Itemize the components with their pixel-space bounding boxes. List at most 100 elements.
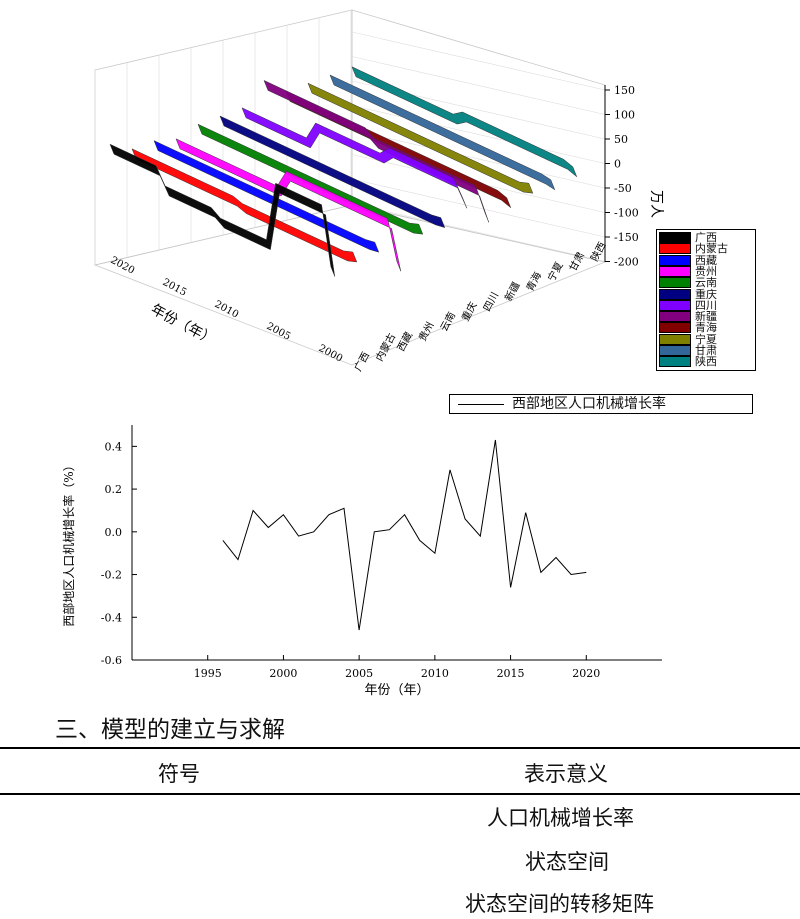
x-axis-label: 年份（年） bbox=[364, 683, 429, 698]
legend-item: 甘肃 bbox=[659, 345, 717, 356]
legend-swatch bbox=[659, 311, 691, 323]
y-axis-label: 西部地区人口机械增长率（%） bbox=[61, 459, 76, 626]
3d-ribbon-chart: 150 100 50 0 -50 -100 -150 -200 万人 2020 2015 2010… bbox=[93, 9, 664, 373]
y-tick-label: -0.4 bbox=[101, 611, 122, 624]
region-tick-label: 西藏 bbox=[395, 330, 415, 353]
z-axis: 150 100 50 0 -50 -100 -150 -200 bbox=[604, 84, 639, 269]
ribbon-series bbox=[351, 66, 578, 178]
legend-item: 陕西 bbox=[659, 355, 717, 369]
region-tick-label: 广西 bbox=[352, 350, 372, 373]
table-top-rule bbox=[0, 747, 800, 749]
table-header-symbol: 符号 bbox=[158, 762, 200, 786]
x-tick-label: 2020 bbox=[572, 667, 600, 680]
z-tick-label: -100 bbox=[614, 207, 639, 220]
z-axis-label: 万人 bbox=[648, 190, 664, 218]
line-chart-axes bbox=[131, 425, 662, 661]
legend-swatch bbox=[659, 254, 691, 266]
ribbon-series bbox=[219, 115, 446, 228]
year-tick-label: 2015 bbox=[161, 277, 189, 299]
y-tick-label: 0.2 bbox=[105, 483, 123, 496]
ribbon-series bbox=[175, 138, 402, 272]
legend-swatch bbox=[659, 288, 691, 300]
legend-item: 贵州 bbox=[659, 264, 717, 278]
ribbon-series bbox=[109, 143, 336, 277]
legend-label: 新疆 bbox=[695, 310, 717, 324]
legend-item: 青海 bbox=[659, 321, 717, 335]
table-header-rule bbox=[0, 793, 800, 795]
region-tick-label: 内蒙古 bbox=[373, 331, 399, 364]
region-tick-label: 宁夏 bbox=[545, 260, 566, 284]
z-tick-label: 0 bbox=[614, 158, 621, 171]
table-row-meaning: 状态空间的转移矩阵 bbox=[465, 892, 654, 916]
legend-item: 西藏 bbox=[659, 253, 717, 267]
section-heading: 三、模型的建立与求解 bbox=[55, 717, 285, 743]
legend-label: 贵州 bbox=[695, 264, 717, 278]
legend-item: 广西 bbox=[659, 232, 717, 243]
ribbon-series bbox=[197, 123, 424, 235]
region-tick-label: 青海 bbox=[523, 270, 544, 294]
legend-swatch bbox=[659, 356, 691, 368]
legend-swatch bbox=[659, 232, 691, 243]
legend-item: 内蒙古 bbox=[659, 243, 728, 255]
x-tick-label: 2010 bbox=[421, 667, 449, 680]
z-tick-label: 150 bbox=[614, 84, 635, 97]
legend-swatch bbox=[659, 333, 691, 345]
ribbon-series bbox=[153, 140, 380, 253]
legend-label: 甘肃 bbox=[695, 344, 717, 357]
legend-swatch bbox=[659, 345, 691, 356]
ribbon-series bbox=[307, 82, 534, 194]
legend-item: 新疆 bbox=[659, 310, 717, 324]
legend-label: 陕西 bbox=[695, 355, 717, 369]
y-tick-label: -0.2 bbox=[101, 569, 122, 582]
x-tick-label: 1995 bbox=[194, 667, 222, 680]
legend-swatch bbox=[659, 299, 691, 311]
table-row-meaning: 状态空间 bbox=[525, 850, 609, 874]
year-tick-label: 2010 bbox=[213, 299, 241, 321]
legend-swatch bbox=[659, 265, 691, 277]
legend-item: 重庆 bbox=[659, 287, 717, 301]
legend-item: 云南 bbox=[659, 276, 717, 290]
region-tick-label: 云南 bbox=[437, 310, 458, 334]
series-line bbox=[222, 439, 587, 631]
x-tick-label: 2000 bbox=[269, 667, 297, 680]
ribbon-series bbox=[329, 74, 556, 191]
line-chart-legend: 西部地区人口机械增长率 bbox=[449, 394, 753, 414]
legend-label: 宁夏 bbox=[695, 332, 717, 346]
x-tick-label: 2015 bbox=[497, 667, 525, 680]
legend-label: 云南 bbox=[695, 276, 717, 290]
legend-label: 西藏 bbox=[695, 253, 717, 267]
z-tick-label: 100 bbox=[614, 109, 635, 122]
3d-chart-legend: 广西 内蒙古 西藏 贵州 云南 重庆 四川 新疆 青海 宁夏 甘肃 陕西 bbox=[656, 229, 756, 371]
legend-swatch bbox=[659, 243, 691, 255]
year-tick-label: 2000 bbox=[317, 343, 345, 365]
z-tick-label: -200 bbox=[614, 256, 639, 269]
legend-label: 青海 bbox=[695, 321, 717, 335]
legend-swatch bbox=[659, 322, 691, 334]
legend-swatch bbox=[659, 277, 691, 289]
ribbon-series bbox=[131, 148, 358, 263]
region-tick-label: 四川 bbox=[482, 291, 501, 314]
region-tick-label: 新疆 bbox=[502, 280, 523, 304]
legend-label: 四川 bbox=[695, 298, 717, 312]
line-chart: 0.4 0.2 0.0 -0.2 -0.4 -0.6 1995 2000 2005 2010 201… bbox=[61, 425, 662, 698]
year-tick-label: 2020 bbox=[109, 255, 137, 277]
legend-line-sample bbox=[458, 404, 504, 405]
table-row-meaning: 人口机械增长率 bbox=[487, 806, 634, 830]
legend-item: 四川 bbox=[659, 298, 717, 312]
x-tick-label: 2005 bbox=[345, 667, 373, 680]
legend-series-label: 西部地区人口机械增长率 bbox=[512, 396, 666, 412]
ribbon-series bbox=[241, 107, 468, 209]
z-tick-label: -150 bbox=[614, 231, 639, 244]
y-tick-label: 0.4 bbox=[105, 440, 123, 453]
legend-label: 广西 bbox=[695, 231, 717, 244]
y-tick-label: 0.0 bbox=[105, 526, 123, 539]
z-tick-label: 50 bbox=[614, 133, 628, 146]
y-tick-label: -0.6 bbox=[101, 654, 122, 667]
legend-item: 宁夏 bbox=[659, 332, 717, 346]
region-tick-label: 贵州 bbox=[416, 320, 437, 344]
legend-label: 重庆 bbox=[695, 287, 717, 301]
region-tick-label: 重庆 bbox=[459, 300, 480, 324]
z-tick-label: -50 bbox=[614, 182, 632, 195]
year-tick-label: 2005 bbox=[265, 321, 293, 343]
ribbon-series bbox=[263, 79, 490, 223]
